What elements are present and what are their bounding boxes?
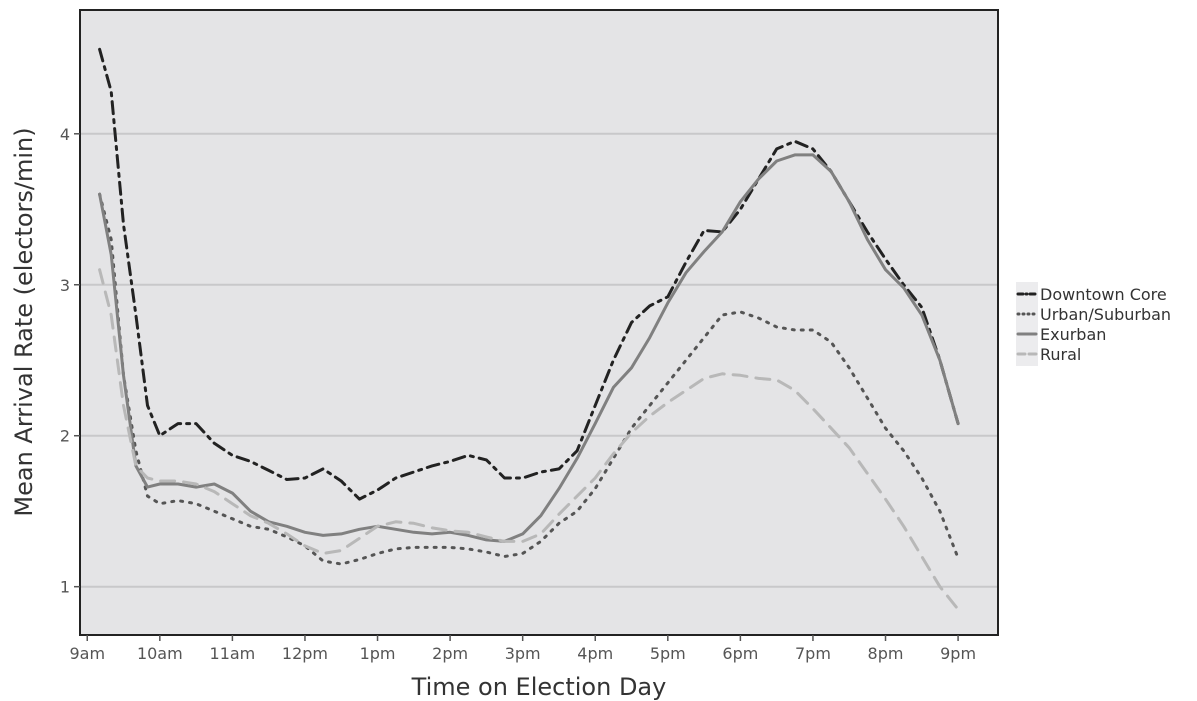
x-tick-label: 9pm <box>940 644 976 663</box>
plot-panel <box>79 9 999 636</box>
gridlines <box>81 132 997 588</box>
y-tick-label: 1 <box>60 578 70 597</box>
x-tick-label: 12pm <box>282 644 328 663</box>
legend-label: Urban/Suburban <box>1040 305 1171 324</box>
x-tick-label: 6pm <box>722 644 758 663</box>
y-tick-label: 4 <box>60 125 70 144</box>
legend-label: Rural <box>1040 345 1081 364</box>
y-tick-label: 2 <box>60 427 70 446</box>
y-axis: 1 2 3 4 <box>60 125 80 597</box>
series-line-urban-suburban <box>98 192 960 566</box>
x-tick-label: 5pm <box>650 644 686 663</box>
legend-label: Exurban <box>1040 325 1106 344</box>
x-tick-label: 10am <box>137 644 183 663</box>
legend-label: Downtown Core <box>1040 285 1167 304</box>
x-tick-label: 11am <box>210 644 256 663</box>
x-tick-label: 8pm <box>868 644 904 663</box>
series-line-rural <box>98 268 960 611</box>
y-axis-title: Mean Arrival Rate (electors/min) <box>10 127 38 516</box>
x-tick-label: 3pm <box>505 644 541 663</box>
y-tick-label: 3 <box>60 276 70 295</box>
x-axis-title: Time on Election Day <box>411 673 667 701</box>
series-line-downtown-core <box>98 47 960 501</box>
x-tick-label: 4pm <box>577 644 613 663</box>
x-tick-label: 7pm <box>795 644 831 663</box>
x-tick-label: 1pm <box>360 644 396 663</box>
series-line-exurban <box>98 153 960 543</box>
x-axis: 9am 10am 11am 12pm 1pm 2pm 3pm 4pm 5pm 6pm 7pm 8pm 9… <box>69 635 976 663</box>
x-tick-label: 9am <box>69 644 105 663</box>
series-layer <box>98 47 960 611</box>
x-tick-label: 2pm <box>432 644 468 663</box>
legend-key-background <box>1016 282 1038 366</box>
